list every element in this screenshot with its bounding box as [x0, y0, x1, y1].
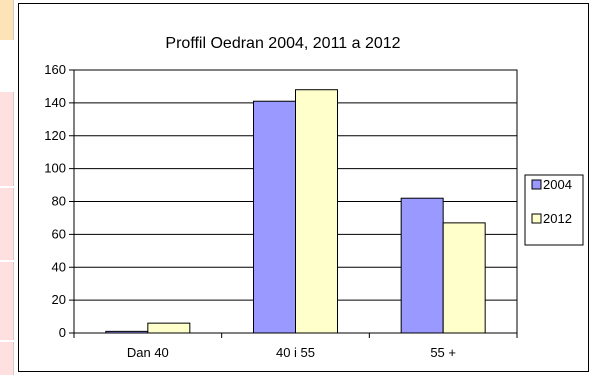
bar-2004-55- — [400, 197, 444, 334]
x-category-label: Dan 40 — [127, 345, 169, 360]
legend-swatch-2012 — [531, 213, 542, 224]
legend-swatch-2004 — [531, 179, 542, 190]
strip-cell-pink-2 — [0, 188, 14, 260]
y-tick-label: 160 — [44, 62, 66, 77]
strip-cell-pink-4 — [0, 342, 14, 375]
bar-2012-dan-40 — [147, 322, 191, 334]
bar-2012-40-i-55 — [295, 89, 338, 334]
bar-chart: Proffil Oedran 2004, 2011 a 2012 0 20 40 60… — [44, 35, 584, 360]
bar-2004-40-i-55 — [253, 100, 296, 334]
legend-label-2004: 2004 — [543, 177, 572, 192]
legend-label-2012: 2012 — [543, 211, 572, 226]
y-tick-label: 20 — [52, 292, 66, 307]
y-tick-label: 0 — [59, 325, 66, 340]
y-tick-label: 120 — [44, 128, 66, 143]
strip-cell-pink-3 — [0, 262, 14, 340]
x-category-label: 55 + — [430, 345, 456, 360]
bar-2012-55- — [442, 222, 486, 334]
strip-cell-orange — [0, 0, 14, 40]
y-tick-label: 40 — [52, 259, 66, 274]
x-category-label: 40 i 55 — [276, 345, 315, 360]
y-tick-label: 100 — [44, 161, 66, 176]
y-tick-label: 140 — [44, 95, 66, 110]
y-tick-label: 80 — [52, 194, 66, 209]
chart-frame[interactable]: Proffil Oedran 2004, 2011 a 2012 0 20 40 60… — [18, 3, 589, 372]
bar-2004-dan-40 — [105, 330, 149, 334]
strip-cell-pink-1 — [0, 92, 14, 186]
left-sheet-strip — [0, 0, 14, 375]
y-tick-label: 60 — [52, 226, 66, 241]
chart-title: Proffil Oedran 2004, 2011 a 2012 — [165, 35, 400, 52]
